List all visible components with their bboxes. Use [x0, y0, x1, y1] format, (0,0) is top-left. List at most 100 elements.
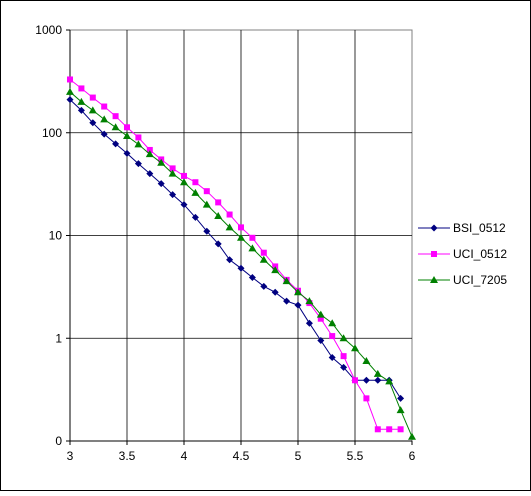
- data-point: [203, 188, 210, 195]
- data-point: [181, 172, 187, 179]
- x-tick-label: 5: [295, 449, 302, 463]
- x-tick-label: 4: [181, 449, 188, 463]
- x-tick-label: 3: [67, 449, 74, 463]
- data-point: [89, 94, 96, 101]
- data-point: [66, 87, 74, 95]
- y-tick-label: 100: [42, 126, 62, 140]
- data-point: [363, 395, 370, 402]
- data-point: [248, 244, 257, 252]
- data-point: [294, 288, 302, 296]
- data-point: [339, 334, 348, 342]
- legend-label: UCI_0512: [453, 247, 507, 261]
- legend-marker: [430, 224, 438, 232]
- data-point: [237, 233, 245, 241]
- data-point: [397, 394, 405, 402]
- data-point: [100, 130, 108, 138]
- data-point: [215, 199, 222, 206]
- data-point: [67, 76, 73, 83]
- data-point: [134, 160, 142, 168]
- data-point: [192, 179, 199, 186]
- legend-entry: UCI_0512: [418, 247, 507, 261]
- data-point: [157, 180, 165, 188]
- data-point: [146, 146, 153, 153]
- series-uci-0512: [67, 76, 404, 433]
- data-point: [352, 377, 358, 384]
- data-point: [157, 158, 166, 166]
- data-point: [238, 224, 244, 231]
- data-point: [134, 140, 143, 148]
- data-point: [248, 274, 256, 282]
- data-point: [146, 170, 154, 178]
- data-point: [77, 97, 86, 105]
- x-tick-label: 4.5: [233, 449, 250, 463]
- data-point: [271, 266, 280, 274]
- legend-label: UCI_7205: [453, 273, 507, 287]
- data-point: [112, 140, 120, 148]
- data-point: [226, 256, 234, 264]
- data-point: [282, 277, 291, 285]
- x-tick-label: 5.5: [347, 449, 364, 463]
- y-tick-label: 1: [55, 331, 62, 345]
- data-point: [169, 165, 176, 172]
- data-point: [305, 297, 314, 305]
- data-point: [135, 134, 142, 141]
- data-point: [316, 310, 325, 318]
- data-point: [396, 406, 405, 414]
- data-point: [283, 297, 291, 305]
- data-point: [191, 213, 199, 221]
- data-point: [202, 200, 211, 208]
- series-bsi-0512: [66, 96, 405, 402]
- legend-marker: [430, 276, 438, 283]
- data-point: [260, 249, 267, 256]
- data-point: [317, 337, 325, 345]
- data-point: [123, 149, 131, 157]
- data-point: [249, 234, 256, 241]
- data-point: [340, 363, 348, 371]
- data-point: [145, 150, 154, 158]
- data-point: [259, 255, 268, 263]
- data-point: [180, 201, 188, 209]
- series-uci-7205: [66, 87, 416, 440]
- data-point: [328, 319, 337, 327]
- legend-label: BSI_0512: [453, 221, 506, 235]
- data-point: [237, 264, 245, 272]
- data-point: [271, 288, 279, 296]
- y-tick-label: 0: [55, 434, 62, 448]
- data-point: [362, 357, 371, 365]
- data-point: [408, 432, 416, 440]
- legend-entry: UCI_7205: [418, 273, 507, 287]
- data-point: [214, 211, 223, 219]
- data-point: [305, 319, 313, 327]
- series-group: [66, 76, 416, 440]
- data-point: [294, 301, 302, 309]
- data-point: [191, 188, 200, 196]
- data-point: [112, 113, 119, 120]
- data-point: [203, 227, 211, 235]
- data-point: [78, 85, 85, 92]
- data-point: [374, 426, 381, 433]
- data-point: [124, 124, 130, 131]
- data-point: [169, 191, 177, 199]
- data-point: [214, 240, 222, 248]
- data-point: [226, 211, 233, 218]
- data-point: [374, 376, 382, 384]
- data-point: [385, 377, 394, 385]
- data-point: [168, 169, 177, 177]
- data-point: [340, 353, 347, 360]
- data-point: [362, 376, 370, 384]
- x-tick-label: 6: [409, 449, 416, 463]
- data-point: [180, 178, 188, 186]
- x-tick-label: 3.5: [119, 449, 136, 463]
- data-point: [77, 106, 85, 114]
- y-tick-label: 1000: [35, 23, 62, 37]
- data-point: [328, 353, 336, 361]
- legend-marker: [431, 251, 437, 257]
- data-point: [397, 426, 404, 433]
- data-point: [225, 223, 234, 231]
- data-point: [386, 426, 393, 433]
- data-point: [88, 106, 97, 114]
- data-point: [89, 119, 97, 127]
- data-point: [351, 344, 359, 352]
